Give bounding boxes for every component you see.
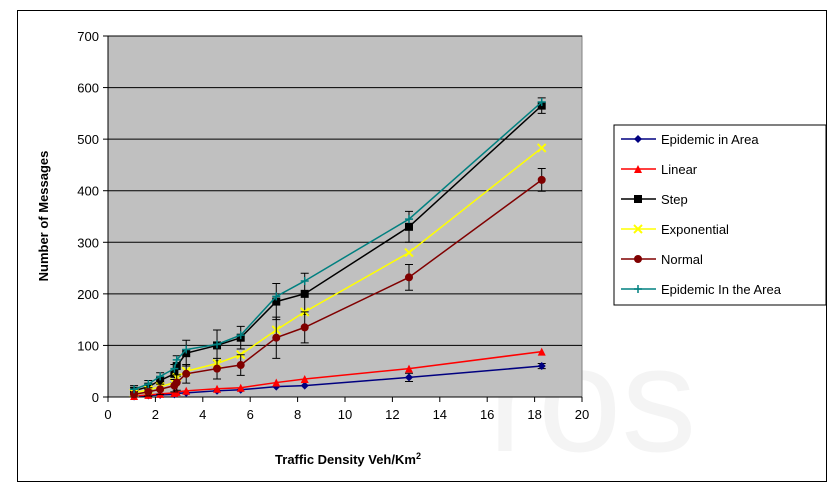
plot-area	[107, 35, 583, 398]
data-point	[300, 323, 309, 332]
x-axis-title: Traffic Density Veh/Km2	[275, 451, 421, 467]
data-point	[172, 378, 181, 387]
legend-marker	[634, 285, 642, 293]
legend-label: Epidemic In the Area	[661, 282, 782, 297]
x-tick-label: 18	[527, 407, 541, 422]
x-tick-label: 16	[480, 407, 494, 422]
data-point	[170, 364, 179, 373]
data-point	[272, 378, 281, 387]
legend-marker	[634, 195, 642, 203]
x-tick-label: 8	[294, 407, 301, 422]
data-point	[156, 385, 165, 394]
data-point	[404, 364, 413, 373]
legend-item: Step	[621, 192, 688, 207]
data-point	[182, 386, 191, 395]
data-point	[272, 292, 281, 301]
legend-label: Exponential	[661, 222, 729, 237]
x-tick-label: 6	[247, 407, 254, 422]
data-point	[537, 347, 546, 356]
gridlines	[107, 35, 582, 398]
data-point	[213, 364, 222, 373]
data-point	[182, 369, 191, 378]
x-tick-label: 12	[385, 407, 399, 422]
y-tick-label: 700	[77, 29, 99, 44]
data-point	[537, 143, 547, 153]
legend-item: Linear	[621, 162, 698, 177]
legend-item: Epidemic in Area	[621, 132, 759, 147]
legend-marker	[634, 165, 642, 173]
data-point	[236, 383, 245, 392]
data-point	[213, 384, 222, 393]
x-tick-label: 0	[104, 407, 111, 422]
data-point	[300, 381, 309, 390]
data-point	[172, 362, 181, 371]
legend-box	[613, 124, 826, 306]
legend-item: Epidemic In the Area	[621, 282, 782, 297]
data-point	[236, 331, 245, 340]
x-tick-label: 2	[152, 407, 159, 422]
data-point	[172, 355, 181, 364]
data-point	[182, 345, 191, 354]
legend-label: Normal	[661, 252, 703, 267]
data-point	[404, 373, 413, 382]
series-4	[130, 168, 546, 399]
y-tick-label: 0	[92, 390, 99, 405]
y-tick-label: 600	[77, 81, 99, 96]
data-point	[404, 247, 414, 258]
data-point	[272, 333, 281, 342]
data-point	[404, 215, 413, 224]
data-point	[144, 380, 153, 389]
data-point	[156, 372, 165, 381]
legend-item: Normal	[621, 252, 703, 267]
data-point	[144, 387, 153, 396]
y-axis-ticks: 0 100 200 300 400 500 600 700	[77, 29, 108, 405]
legend-label: Epidemic in Area	[661, 132, 759, 147]
data-point	[156, 376, 165, 385]
data-point	[130, 385, 139, 394]
legend-label: Linear	[661, 162, 698, 177]
legend: Epidemic in Area Linear Step Exponential Nor…	[613, 124, 826, 306]
data-point	[300, 276, 309, 285]
data-point	[130, 390, 139, 399]
data-point	[537, 98, 546, 107]
y-tick-label: 200	[77, 287, 99, 302]
data-point	[300, 374, 309, 383]
x-tick-label: 4	[199, 407, 206, 422]
y-tick-label: 300	[77, 235, 99, 250]
data-point	[272, 297, 281, 306]
series-line	[133, 101, 543, 390]
data-point	[213, 340, 222, 349]
data-point	[300, 289, 309, 298]
legend-marker	[634, 255, 642, 263]
x-tick-label: 10	[338, 407, 352, 422]
y-tick-label: 100	[77, 338, 99, 353]
data-point	[236, 361, 245, 370]
legend-marker	[633, 224, 643, 234]
x-axis-ticks: 0 2 4 6 8 10 12 14 16 18 20	[104, 397, 589, 422]
legend-item: Exponential	[621, 222, 729, 237]
y-axis-title: Number of Messages	[36, 151, 51, 282]
series-layer	[129, 97, 547, 401]
legend-marker	[634, 135, 642, 143]
data-point	[404, 273, 413, 282]
data-point	[404, 222, 413, 231]
series-5	[130, 98, 546, 394]
y-tick-label: 500	[77, 132, 99, 147]
legend-label: Step	[661, 192, 688, 207]
data-point	[537, 175, 546, 184]
x-tick-label: 20	[575, 407, 589, 422]
y-tick-label: 400	[77, 184, 99, 199]
x-tick-label: 14	[433, 407, 447, 422]
data-point	[537, 362, 546, 371]
